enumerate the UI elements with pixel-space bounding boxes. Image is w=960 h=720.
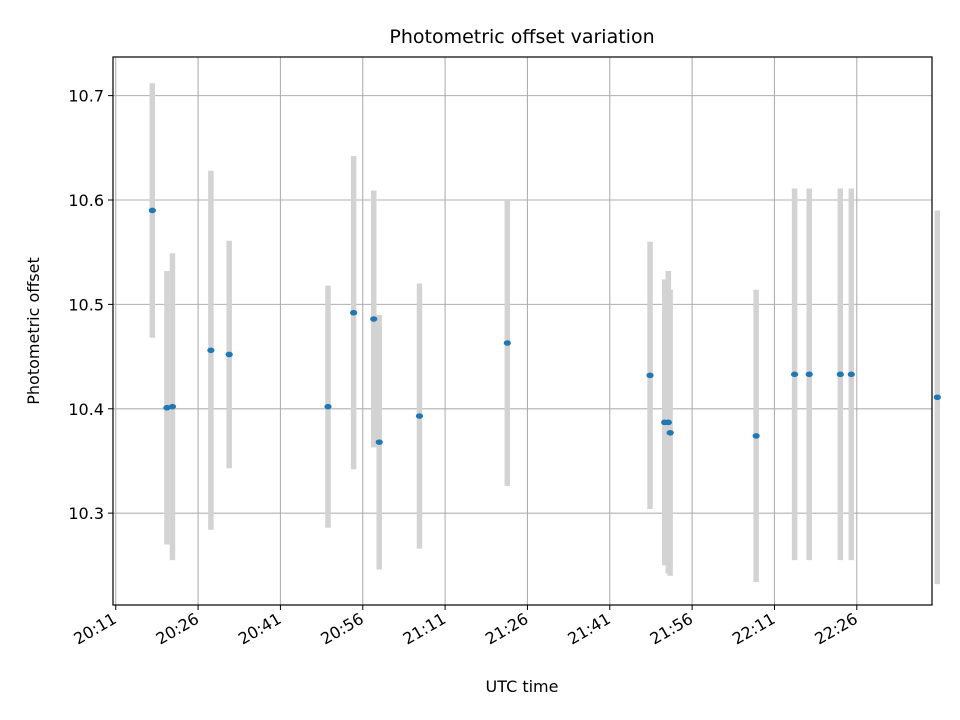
data-point [805,371,813,378]
data-point [370,316,378,322]
data-points [148,207,941,445]
y-tick-label: 10.5 [68,295,104,314]
y-axis-label: Photometric offset [24,257,43,405]
data-point [163,404,171,411]
data-point [933,394,941,401]
data-point [646,372,654,379]
data-point [207,347,215,354]
data-point [847,371,855,378]
data-point [225,351,233,358]
data-point [664,419,672,426]
y-axis: 10.3 10.4 10.5 10.6 10.7 [68,87,113,523]
y-tick-label: 10.3 [68,504,104,523]
y-tick-label: 10.6 [68,191,104,210]
data-point [790,371,799,378]
y-tick-label: 10.7 [68,87,104,106]
plot-frame [112,56,933,606]
data-point [148,207,156,214]
data-point [415,413,424,419]
data-point [503,340,511,346]
data-point [324,403,332,410]
y-tick-label: 10.4 [68,400,104,419]
data-point [752,433,760,439]
x-axis-label: UTC time [486,677,559,696]
chart-title: Photometric offset variation [389,26,654,48]
data-point [666,429,674,436]
data-point [350,309,358,316]
data-point [836,371,844,378]
data-point [168,403,177,410]
data-point [375,439,383,445]
